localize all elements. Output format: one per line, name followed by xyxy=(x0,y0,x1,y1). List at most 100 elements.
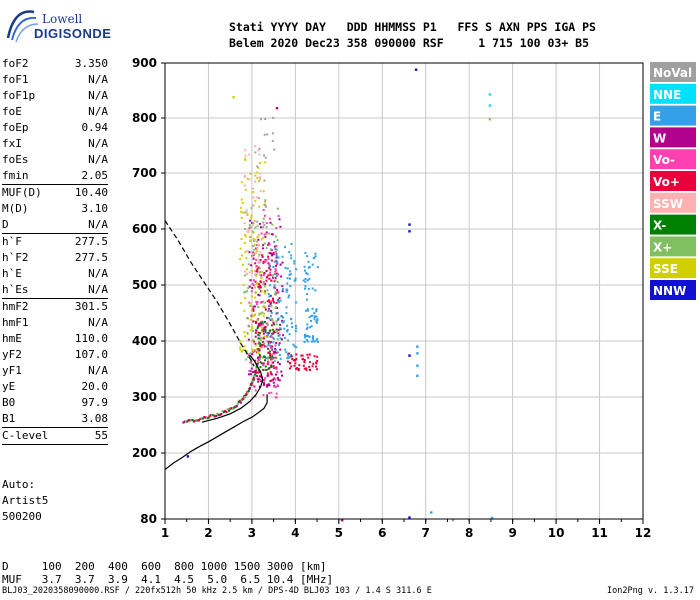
echo-point xyxy=(275,256,278,259)
echo-point xyxy=(277,361,279,364)
echo-point xyxy=(274,351,277,354)
trace-point xyxy=(242,397,245,400)
param-value: 55 xyxy=(94,429,108,442)
echo-point xyxy=(258,222,261,225)
echo-point xyxy=(268,342,271,345)
profile-curves xyxy=(164,220,268,470)
echo-point xyxy=(273,377,276,380)
param-value: 301.5 xyxy=(74,300,108,313)
echo-point xyxy=(279,225,282,228)
x-tick-label: 2 xyxy=(204,526,212,540)
echo-point xyxy=(250,373,252,376)
echo-point xyxy=(257,166,260,169)
echo-point xyxy=(265,316,268,319)
echo-point xyxy=(265,259,268,262)
trace-point xyxy=(201,417,205,420)
echo-point xyxy=(306,308,309,311)
param-label: foE xyxy=(2,105,22,118)
echo-point xyxy=(260,362,263,365)
echo-point xyxy=(305,338,308,341)
param-row-fof1: foF1 N/A xyxy=(2,72,108,88)
x-tick-label: 8 xyxy=(465,526,473,540)
echo-point xyxy=(265,231,268,234)
echo-point xyxy=(268,308,271,311)
echo-point xyxy=(251,348,254,351)
echo-point xyxy=(244,188,247,191)
echo-point xyxy=(245,358,248,361)
echo-point xyxy=(246,331,249,334)
echo-point xyxy=(295,301,298,304)
echo-point xyxy=(271,358,274,360)
legend-swatch-nnw xyxy=(650,280,696,300)
echo-point xyxy=(267,347,269,350)
echo-point xyxy=(293,364,296,367)
param-label: C-level xyxy=(2,429,49,442)
echo-point xyxy=(316,340,319,343)
echo-point xyxy=(241,349,244,352)
echo-point xyxy=(281,285,284,288)
echo-point xyxy=(272,356,275,359)
echo-point xyxy=(265,247,268,250)
echo-point xyxy=(259,355,262,358)
echo-point xyxy=(249,305,252,308)
echo-point xyxy=(313,256,316,259)
echo-point xyxy=(267,243,270,246)
trace-point xyxy=(238,399,241,402)
param-row-fof2: foF2 3.350 xyxy=(2,56,108,72)
echo-point xyxy=(294,330,297,333)
echo-point xyxy=(308,353,311,356)
echo-point xyxy=(286,329,289,331)
echo-point xyxy=(258,313,261,316)
echo-point xyxy=(259,271,261,274)
echo-point xyxy=(253,253,256,256)
echo-point xyxy=(254,331,257,334)
echo-point xyxy=(262,356,264,359)
isolated-echo xyxy=(232,96,235,99)
echo-point xyxy=(257,380,260,383)
echo-point xyxy=(308,277,311,280)
echo-point xyxy=(256,240,259,243)
echo-point xyxy=(263,224,266,226)
echo-point xyxy=(254,174,257,177)
echo-point xyxy=(265,369,268,371)
echo-point xyxy=(274,287,277,290)
echo-point xyxy=(266,324,269,327)
echo-point xyxy=(303,265,306,268)
echo-point xyxy=(262,226,265,229)
echo-point xyxy=(285,290,288,293)
echo-point xyxy=(258,385,261,388)
echo-point xyxy=(270,312,273,314)
echo-point xyxy=(277,299,280,302)
echo-point xyxy=(268,356,271,359)
param-label: h`E xyxy=(2,267,22,280)
echo-point xyxy=(276,207,279,210)
echo-point xyxy=(251,222,254,224)
echo-point xyxy=(259,357,262,360)
legend-label: SSW xyxy=(653,197,683,211)
param-value: 97.9 xyxy=(81,396,109,409)
echo-point xyxy=(252,308,255,311)
echo-point xyxy=(263,328,266,331)
echo-point xyxy=(247,287,250,290)
echo-point xyxy=(284,348,287,351)
echo-point xyxy=(256,319,259,322)
echo-point xyxy=(254,343,257,345)
echo-point xyxy=(275,342,278,344)
echo-point xyxy=(266,336,269,339)
autoscale-label: Auto: xyxy=(2,478,36,491)
echo-point xyxy=(272,361,275,364)
chart-legend: NoVal NNE EW Vo- Vo+ SSW X- X+ SSE NNW xyxy=(650,62,696,300)
echo-point xyxy=(249,279,252,282)
echo-point xyxy=(254,238,257,241)
echo-point xyxy=(265,322,268,325)
echo-point xyxy=(264,330,267,333)
trace-point xyxy=(220,413,223,416)
param-value: N/A xyxy=(88,89,108,102)
echo-point xyxy=(277,332,280,335)
echo-point xyxy=(268,367,271,369)
echo-point xyxy=(278,218,281,221)
echo-point xyxy=(271,336,274,339)
param-value: 2.05 xyxy=(81,169,109,182)
echo-point xyxy=(287,353,289,355)
echo-point xyxy=(251,339,254,342)
